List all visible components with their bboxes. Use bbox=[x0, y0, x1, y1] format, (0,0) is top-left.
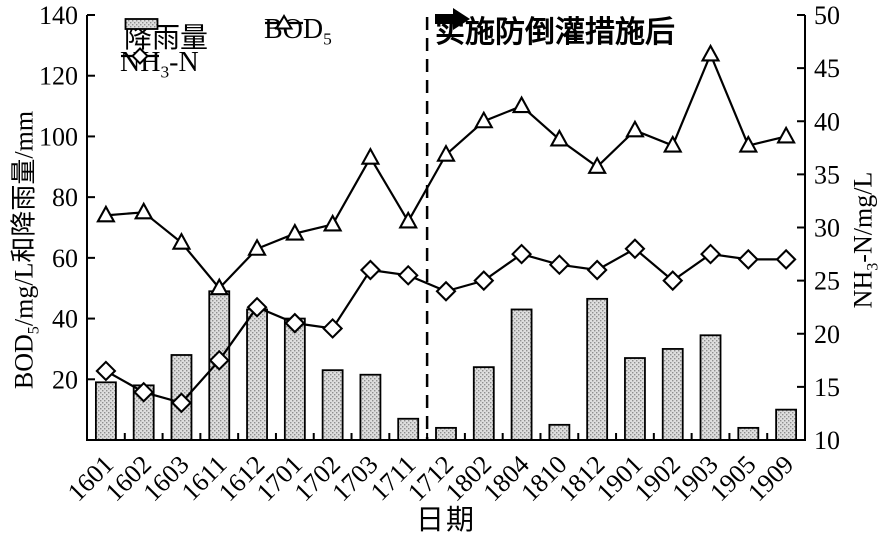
triangle-marker bbox=[587, 156, 607, 174]
diamond-marker bbox=[662, 270, 684, 292]
legend-item-bod5: BOD5 bbox=[264, 14, 332, 50]
diamond-marker bbox=[624, 238, 646, 260]
triangle-marker bbox=[247, 238, 267, 256]
svg-text:10: 10 bbox=[814, 426, 840, 455]
triangle-marker bbox=[360, 147, 381, 165]
rainfall-bar bbox=[435, 426, 457, 441]
svg-text:80: 80 bbox=[52, 183, 78, 212]
diamond-marker bbox=[435, 280, 457, 302]
rainfall-bar bbox=[737, 426, 760, 441]
diamond-marker bbox=[511, 243, 533, 265]
triangle-marker bbox=[96, 204, 116, 223]
nh3n-line-swatch-icon bbox=[121, 47, 159, 65]
rainfall-bar bbox=[586, 297, 609, 441]
rainfall-bar bbox=[321, 369, 344, 441]
rainfall-bar bbox=[661, 348, 684, 441]
diamond-marker bbox=[246, 296, 268, 318]
triangle-marker bbox=[436, 143, 456, 162]
rainfall-bar bbox=[283, 317, 306, 441]
rainfall-bar bbox=[510, 308, 533, 441]
svg-text:35: 35 bbox=[814, 160, 840, 189]
triangle-marker bbox=[625, 119, 645, 138]
triangle-marker bbox=[738, 134, 759, 153]
svg-text:50: 50 bbox=[814, 1, 840, 30]
svg-text:20: 20 bbox=[52, 365, 78, 394]
diamond-marker bbox=[586, 259, 608, 281]
x-axis-title: 日期 bbox=[415, 505, 477, 536]
bod5-line-swatch-icon bbox=[265, 14, 303, 30]
annotation-measures: 实施防倒灌措施后 bbox=[435, 7, 675, 51]
svg-text:20: 20 bbox=[814, 320, 840, 349]
bod5-line-series bbox=[96, 43, 796, 296]
rainfall-bar bbox=[472, 366, 495, 441]
triangle-marker bbox=[285, 222, 305, 241]
rainfall-bar bbox=[699, 334, 722, 441]
triangle-marker bbox=[474, 110, 494, 129]
diamond-marker bbox=[775, 248, 797, 270]
annotation-text: 实施防倒灌措施后 bbox=[435, 16, 675, 49]
rainfall-bar bbox=[775, 408, 798, 441]
right-axis-title: NH3-N/mg/L bbox=[848, 171, 882, 309]
diamond-marker bbox=[284, 312, 306, 334]
legend-item-nh3n: NH3-N bbox=[120, 47, 199, 83]
triangle-marker bbox=[511, 95, 532, 114]
nh3n-line-series bbox=[95, 238, 797, 414]
legend-item-rainfall: 降雨量 bbox=[124, 16, 208, 56]
rainfall-bar bbox=[624, 357, 646, 441]
svg-text:45: 45 bbox=[814, 54, 840, 83]
svg-text:40: 40 bbox=[814, 107, 840, 136]
diamond-marker bbox=[473, 270, 495, 292]
triangle-marker bbox=[662, 134, 683, 153]
svg-text:140: 140 bbox=[39, 1, 78, 30]
triangle-marker bbox=[133, 201, 154, 220]
diamond-marker bbox=[737, 248, 759, 270]
legend-label-bod5: BOD5 bbox=[264, 14, 332, 49]
rainfall-bar bbox=[246, 308, 268, 441]
diamond-marker bbox=[548, 254, 570, 276]
diamond-marker bbox=[322, 317, 344, 339]
diamond-marker bbox=[208, 349, 230, 371]
axes: 20 40 60 80 100 120 140 10 15 20 25 30 35 40 45 50 bbox=[39, 1, 840, 455]
rainfall-bar-swatch-icon bbox=[124, 18, 159, 30]
rainfall-bar bbox=[397, 417, 420, 441]
triangle-marker bbox=[549, 128, 570, 147]
rainfall-bars bbox=[94, 290, 798, 441]
svg-text:120: 120 bbox=[39, 62, 78, 91]
right-arrow-icon bbox=[435, 8, 470, 30]
left-axis-title: BOD5/mg/L和降雨量/mm bbox=[9, 110, 43, 390]
diamond-marker bbox=[95, 360, 117, 382]
diamond-marker bbox=[700, 243, 722, 265]
triangle-marker bbox=[209, 277, 230, 296]
x-tick-labels: 1601160216031611161217011702170317111712… bbox=[62, 450, 799, 507]
triangle-marker bbox=[700, 43, 721, 62]
diamond-marker bbox=[359, 259, 381, 281]
rainfall-bar bbox=[359, 373, 382, 441]
diamond-marker bbox=[397, 264, 419, 286]
triangle-marker bbox=[171, 232, 192, 250]
svg-text:25: 25 bbox=[814, 267, 840, 296]
rainfall-bar bbox=[94, 381, 117, 441]
svg-text:30: 30 bbox=[814, 214, 840, 243]
triangle-marker bbox=[776, 125, 796, 144]
rainfall-bar bbox=[548, 423, 571, 441]
triangle-marker bbox=[322, 213, 343, 232]
triangle-marker bbox=[398, 210, 418, 229]
svg-text:1909: 1909 bbox=[742, 450, 799, 507]
svg-text:40: 40 bbox=[52, 305, 78, 334]
svg-text:60: 60 bbox=[52, 244, 78, 273]
svg-text:15: 15 bbox=[814, 373, 840, 402]
diamond-marker bbox=[133, 381, 155, 403]
diamond-marker bbox=[170, 392, 192, 414]
svg-text:100: 100 bbox=[39, 122, 78, 151]
